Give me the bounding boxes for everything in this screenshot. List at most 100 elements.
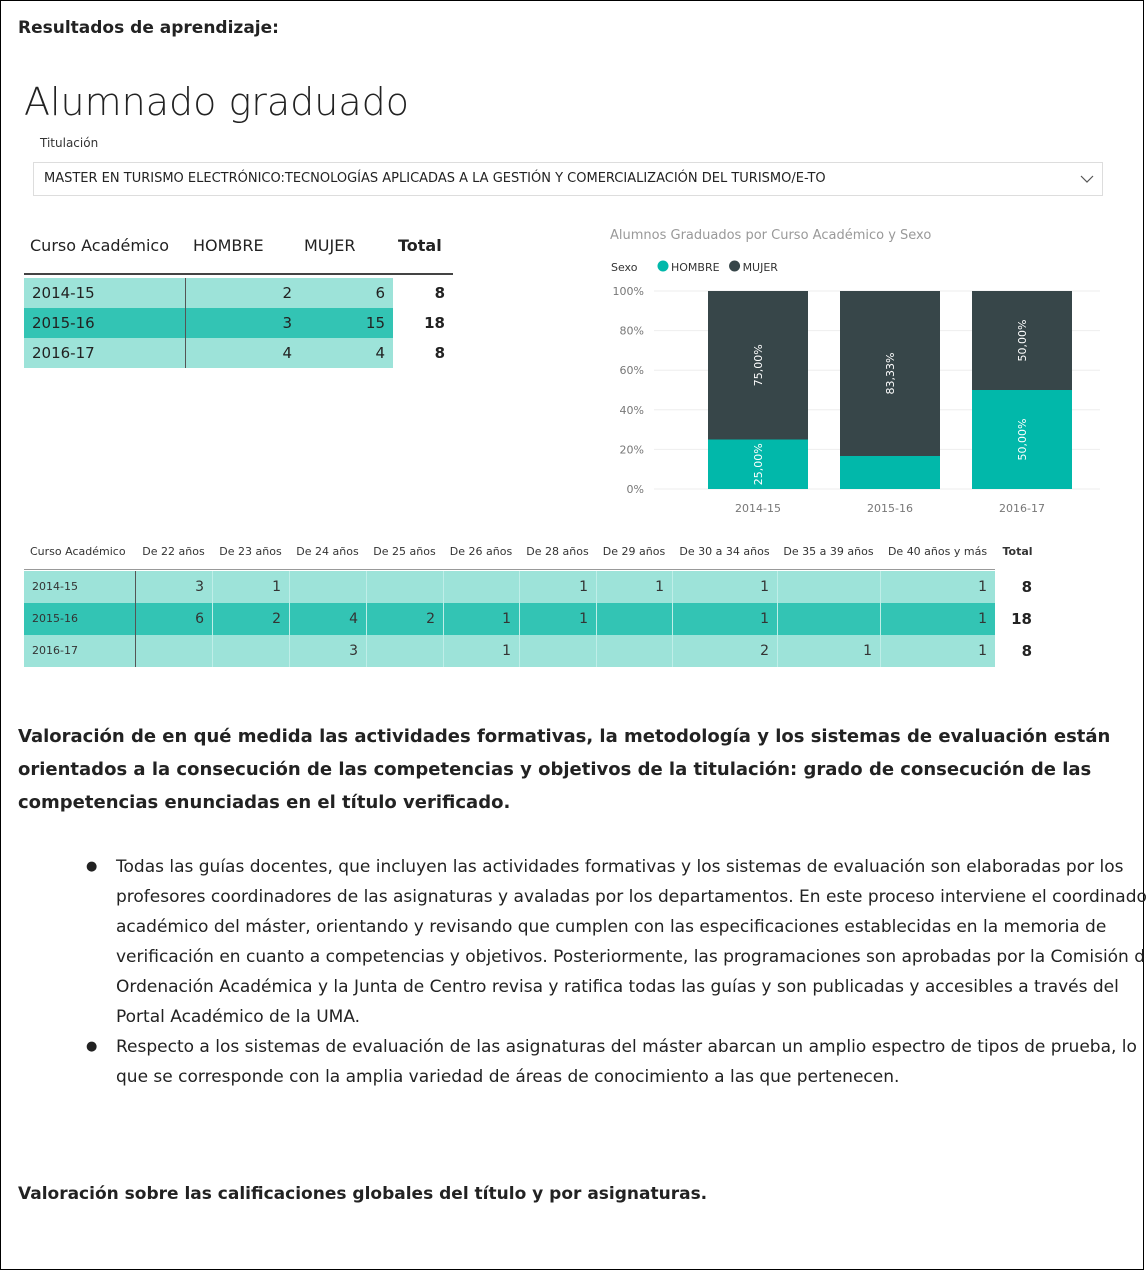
cell: 1: [443, 603, 519, 635]
x-tick-label: 2015-16: [867, 502, 913, 515]
bar-segment: [972, 291, 1072, 390]
header-cell: Curso Académico: [30, 545, 126, 558]
value-label: 50,00%: [1016, 419, 1029, 461]
cell: 2014-15: [24, 278, 185, 308]
cell: 4: [300, 338, 393, 368]
cell: 1: [672, 571, 777, 603]
bar-segment: [840, 455, 940, 489]
cell: 2016-17: [24, 635, 135, 667]
cell: 1: [880, 571, 995, 603]
y-tick-label: 40%: [620, 404, 644, 417]
dashboard-title: Alumnado graduado: [24, 80, 410, 124]
value-label: 75,00%: [752, 344, 765, 386]
cell: 4: [185, 338, 300, 368]
total-cell: 8: [434, 344, 445, 362]
y-tick-label: 20%: [620, 443, 644, 456]
cell: [519, 635, 596, 667]
legend-label: MUJER: [743, 261, 779, 274]
chart-title: Alumnos Graduados por Curso Académico y …: [610, 228, 931, 243]
section-title: Valoración de en qué medida las activida…: [18, 726, 1111, 813]
cell: 1: [519, 603, 596, 635]
x-tick-label: 2014-15: [735, 502, 781, 515]
header-cell: De 29 años: [602, 545, 666, 558]
bullet-list: Todas las guías docentes, que incluyen l…: [78, 852, 1146, 1092]
header-cell: De 24 años: [296, 545, 359, 558]
cell: 2015-16: [24, 603, 135, 635]
cell: [366, 571, 443, 603]
header-cell: Total: [1002, 545, 1033, 558]
bullet: Respecto a los sistemas de evaluación de…: [86, 1032, 1146, 1092]
y-tick-label: 60%: [620, 364, 644, 377]
cell: [135, 635, 212, 667]
y-tick-label: 80%: [620, 325, 644, 338]
cell: 2: [366, 603, 443, 635]
section-title: Valoración sobre las calificaciones glob…: [18, 1184, 708, 1204]
cell: 6: [135, 603, 212, 635]
cell: [289, 571, 366, 603]
header-rule: [24, 569, 995, 570]
value-label: 50,00%: [1016, 320, 1029, 362]
x-tick-label: 2016-17: [999, 502, 1045, 515]
cell: 2: [185, 278, 300, 308]
header-cell: De 35 a 39 años: [783, 545, 874, 558]
header-rule: [24, 273, 453, 275]
cell: 1: [880, 603, 995, 635]
bar-segment: [708, 291, 808, 440]
cell: [596, 603, 672, 635]
heading: Resultados de aprendizaje:: [18, 18, 279, 38]
chart: Alumnos Graduados por Curso Académico y …: [610, 228, 1100, 515]
cell: 3: [135, 571, 212, 603]
cell: [777, 603, 880, 635]
cell: 3: [289, 635, 366, 667]
value-label: 25,00%: [752, 443, 765, 485]
bullet: Todas las guías docentes, que incluyen l…: [86, 852, 1146, 1032]
cell: [212, 635, 289, 667]
header-cell: MUJER: [304, 236, 356, 255]
legend-marker: [729, 260, 741, 272]
total-cell: 18: [1011, 610, 1032, 628]
cell: 1: [443, 635, 519, 667]
legend-title: Sexo: [611, 261, 638, 274]
cell: 2: [212, 603, 289, 635]
cell: 3: [185, 308, 300, 338]
legend-label: HOMBRE: [671, 261, 720, 274]
cell: 1: [596, 571, 672, 603]
bar-segment: [708, 439, 808, 489]
total-cell: 18: [424, 314, 445, 332]
dropdown-chevron: [1080, 175, 1094, 183]
header-cell: De 25 años: [373, 545, 436, 558]
filter-value: MASTER EN TURISMO ELECTRÓNICO:TECNOLOGÍA…: [44, 171, 826, 186]
header-cell: De 30 a 34 años: [679, 545, 770, 558]
cell: 1: [519, 571, 596, 603]
cell: 1: [777, 635, 880, 667]
total-cell: 8: [434, 284, 445, 302]
cell: [596, 635, 672, 667]
cell: 1: [672, 603, 777, 635]
header-cell: HOMBRE: [193, 236, 264, 255]
header-cell: Curso Académico: [30, 236, 169, 255]
cell: [366, 635, 443, 667]
y-tick-label: 0%: [627, 483, 644, 496]
cell: [777, 571, 880, 603]
filter-label: Titulación: [40, 136, 99, 150]
total-cell: 8: [1021, 642, 1032, 660]
cell: 2014-15: [24, 571, 135, 603]
cell: [443, 571, 519, 603]
bar-segment: [840, 291, 940, 456]
filter-dropdown[interactable]: MASTER EN TURISMO ELECTRÓNICO:TECNOLOGÍA…: [33, 162, 1103, 196]
y-tick-label: 100%: [613, 285, 644, 298]
cell: 2015-16: [24, 308, 185, 338]
header-cell: De 26 años: [449, 545, 513, 558]
cell: 4: [289, 603, 366, 635]
cell: 2016-17: [24, 338, 185, 368]
header-cell: Total: [398, 236, 442, 255]
total-cell: 8: [1021, 578, 1032, 596]
value-label: 83,33%: [884, 353, 897, 395]
legend-marker: [657, 260, 669, 272]
cell: 6: [300, 278, 393, 308]
cell: 1: [880, 635, 995, 667]
bar-segment: [972, 390, 1072, 489]
header-cell: De 22 años: [142, 545, 205, 558]
cell: 1: [212, 571, 289, 603]
